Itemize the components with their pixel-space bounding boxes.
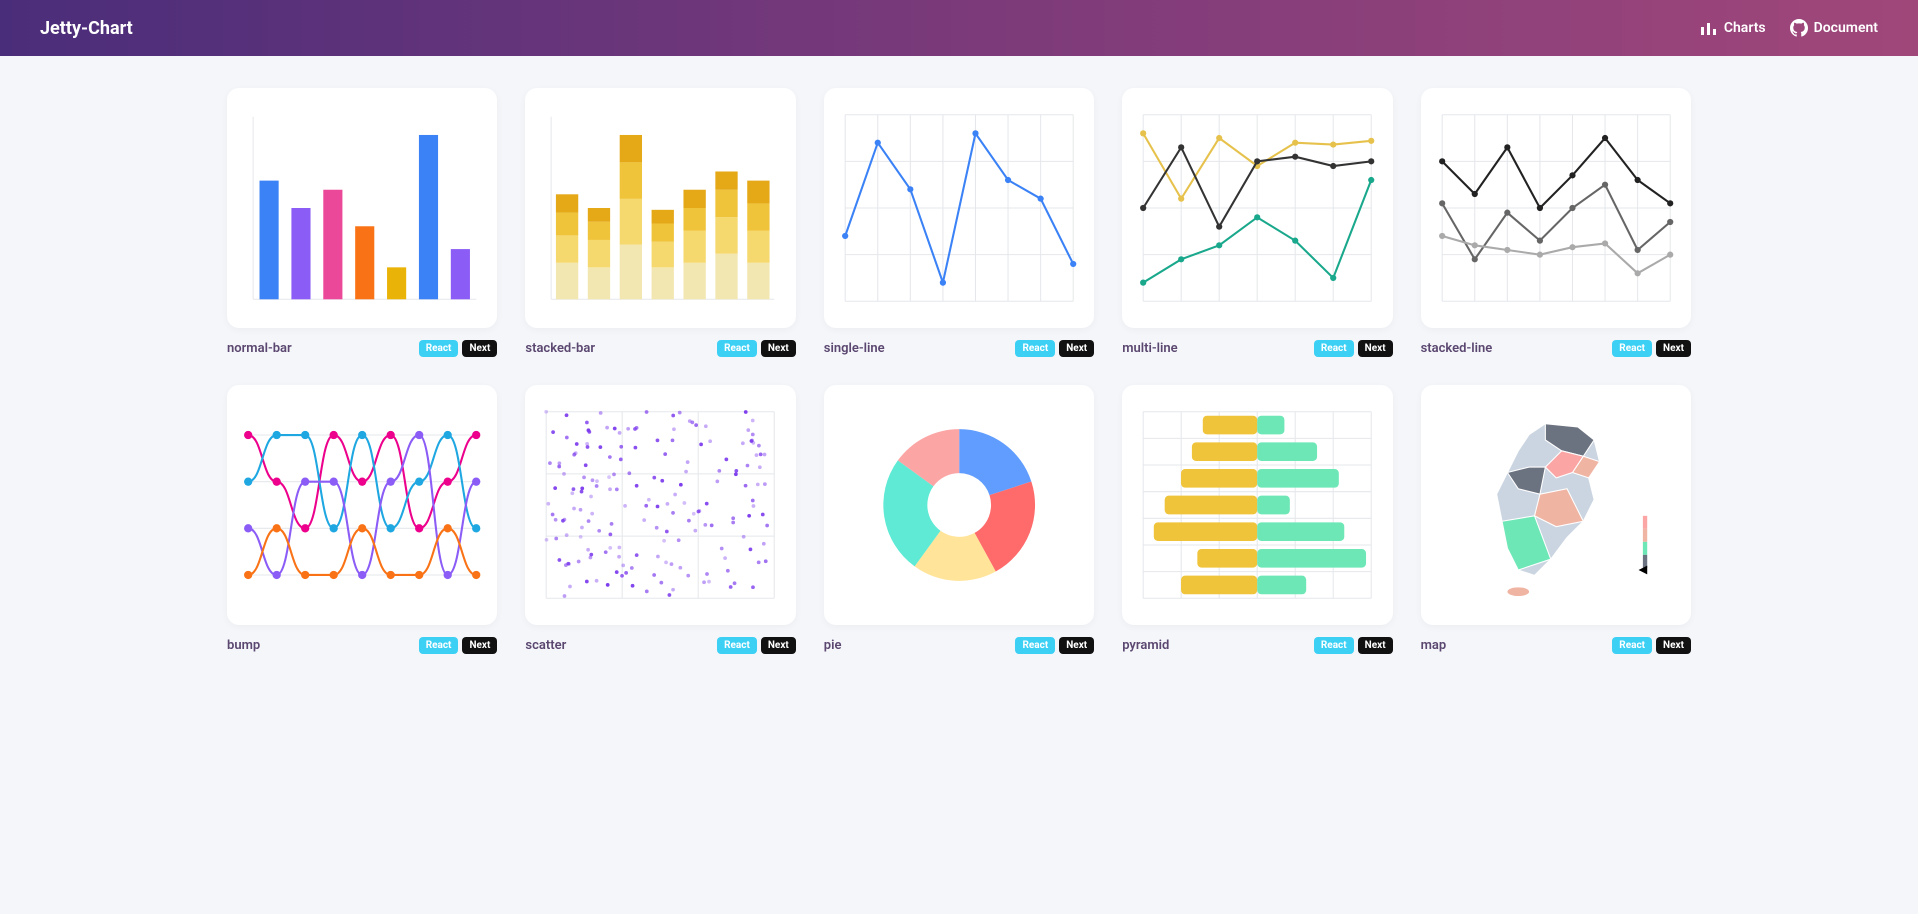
chart-tags: React Next bbox=[1612, 340, 1691, 357]
chart-card-stacked-line: stacked-line React Next bbox=[1421, 88, 1691, 357]
card-footer: stacked-bar React Next bbox=[525, 340, 795, 357]
chart-card-pie: pie React Next bbox=[824, 385, 1094, 654]
chart-tags: React Next bbox=[1612, 637, 1691, 654]
chart-preview[interactable] bbox=[227, 88, 497, 328]
tag-next[interactable]: Next bbox=[1059, 340, 1094, 357]
nav-document[interactable]: Document bbox=[1790, 19, 1878, 37]
chart-grid: normal-bar React Next stacked-bar React … bbox=[179, 56, 1739, 686]
chart-title: pie bbox=[824, 638, 842, 653]
card-footer: normal-bar React Next bbox=[227, 340, 497, 357]
card-footer: pyramid React Next bbox=[1122, 637, 1392, 654]
chart-preview[interactable] bbox=[824, 88, 1094, 328]
chart-tags: React Next bbox=[1314, 340, 1393, 357]
chart-card-multi-line: multi-line React Next bbox=[1122, 88, 1392, 357]
chart-title: map bbox=[1421, 638, 1447, 653]
chart-preview[interactable] bbox=[1421, 88, 1691, 328]
tag-next[interactable]: Next bbox=[462, 637, 497, 654]
tag-react[interactable]: React bbox=[1314, 637, 1354, 654]
chart-title: stacked-bar bbox=[525, 341, 595, 356]
tag-next[interactable]: Next bbox=[462, 340, 497, 357]
chart-tags: React Next bbox=[1015, 637, 1094, 654]
chart-card-single-line: single-line React Next bbox=[824, 88, 1094, 357]
chart-preview[interactable] bbox=[1122, 88, 1392, 328]
tag-react[interactable]: React bbox=[1015, 340, 1055, 357]
tag-react[interactable]: React bbox=[1612, 637, 1652, 654]
github-icon bbox=[1790, 19, 1808, 37]
tag-next[interactable]: Next bbox=[761, 340, 796, 357]
nav: Charts Document bbox=[1700, 19, 1878, 37]
chart-title: stacked-line bbox=[1421, 341, 1493, 356]
tag-next[interactable]: Next bbox=[1059, 637, 1094, 654]
tag-react[interactable]: React bbox=[419, 637, 459, 654]
tag-react[interactable]: React bbox=[1612, 340, 1652, 357]
chart-card-bump: bump React Next bbox=[227, 385, 497, 654]
card-footer: map React Next bbox=[1421, 637, 1691, 654]
chart-title: normal-bar bbox=[227, 341, 292, 356]
tag-react[interactable]: React bbox=[1015, 637, 1055, 654]
chart-preview[interactable] bbox=[1122, 385, 1392, 625]
tag-next[interactable]: Next bbox=[1358, 637, 1393, 654]
chart-tags: React Next bbox=[717, 340, 796, 357]
nav-label: Charts bbox=[1724, 20, 1766, 36]
tag-react[interactable]: React bbox=[717, 637, 757, 654]
chart-tags: React Next bbox=[717, 637, 796, 654]
chart-card-stacked-bar: stacked-bar React Next bbox=[525, 88, 795, 357]
chart-tags: React Next bbox=[1015, 340, 1094, 357]
bar-icon bbox=[1700, 19, 1718, 37]
card-footer: pie React Next bbox=[824, 637, 1094, 654]
chart-title: scatter bbox=[525, 638, 566, 653]
nav-charts[interactable]: Charts bbox=[1700, 19, 1766, 37]
chart-preview[interactable] bbox=[824, 385, 1094, 625]
chart-preview[interactable] bbox=[525, 385, 795, 625]
tag-react[interactable]: React bbox=[1314, 340, 1354, 357]
chart-tags: React Next bbox=[1314, 637, 1393, 654]
chart-preview[interactable] bbox=[227, 385, 497, 625]
card-footer: scatter React Next bbox=[525, 637, 795, 654]
chart-preview[interactable] bbox=[525, 88, 795, 328]
tag-next[interactable]: Next bbox=[1656, 637, 1691, 654]
chart-title: multi-line bbox=[1122, 341, 1177, 356]
tag-react[interactable]: React bbox=[717, 340, 757, 357]
chart-title: bump bbox=[227, 638, 260, 653]
tag-next[interactable]: Next bbox=[1358, 340, 1393, 357]
chart-card-map: map React Next bbox=[1421, 385, 1691, 654]
brand[interactable]: Jetty-Chart bbox=[40, 18, 133, 39]
chart-title: pyramid bbox=[1122, 638, 1169, 653]
chart-title: single-line bbox=[824, 341, 885, 356]
card-footer: stacked-line React Next bbox=[1421, 340, 1691, 357]
nav-label: Document bbox=[1814, 20, 1878, 36]
tag-react[interactable]: React bbox=[419, 340, 459, 357]
card-footer: bump React Next bbox=[227, 637, 497, 654]
chart-card-scatter: scatter React Next bbox=[525, 385, 795, 654]
chart-tags: React Next bbox=[419, 340, 498, 357]
card-footer: multi-line React Next bbox=[1122, 340, 1392, 357]
chart-card-normal-bar: normal-bar React Next bbox=[227, 88, 497, 357]
chart-preview[interactable] bbox=[1421, 385, 1691, 625]
card-footer: single-line React Next bbox=[824, 340, 1094, 357]
tag-next[interactable]: Next bbox=[1656, 340, 1691, 357]
tag-next[interactable]: Next bbox=[761, 637, 796, 654]
chart-tags: React Next bbox=[419, 637, 498, 654]
header: Jetty-Chart Charts Document bbox=[0, 0, 1918, 56]
chart-card-pyramid: pyramid React Next bbox=[1122, 385, 1392, 654]
